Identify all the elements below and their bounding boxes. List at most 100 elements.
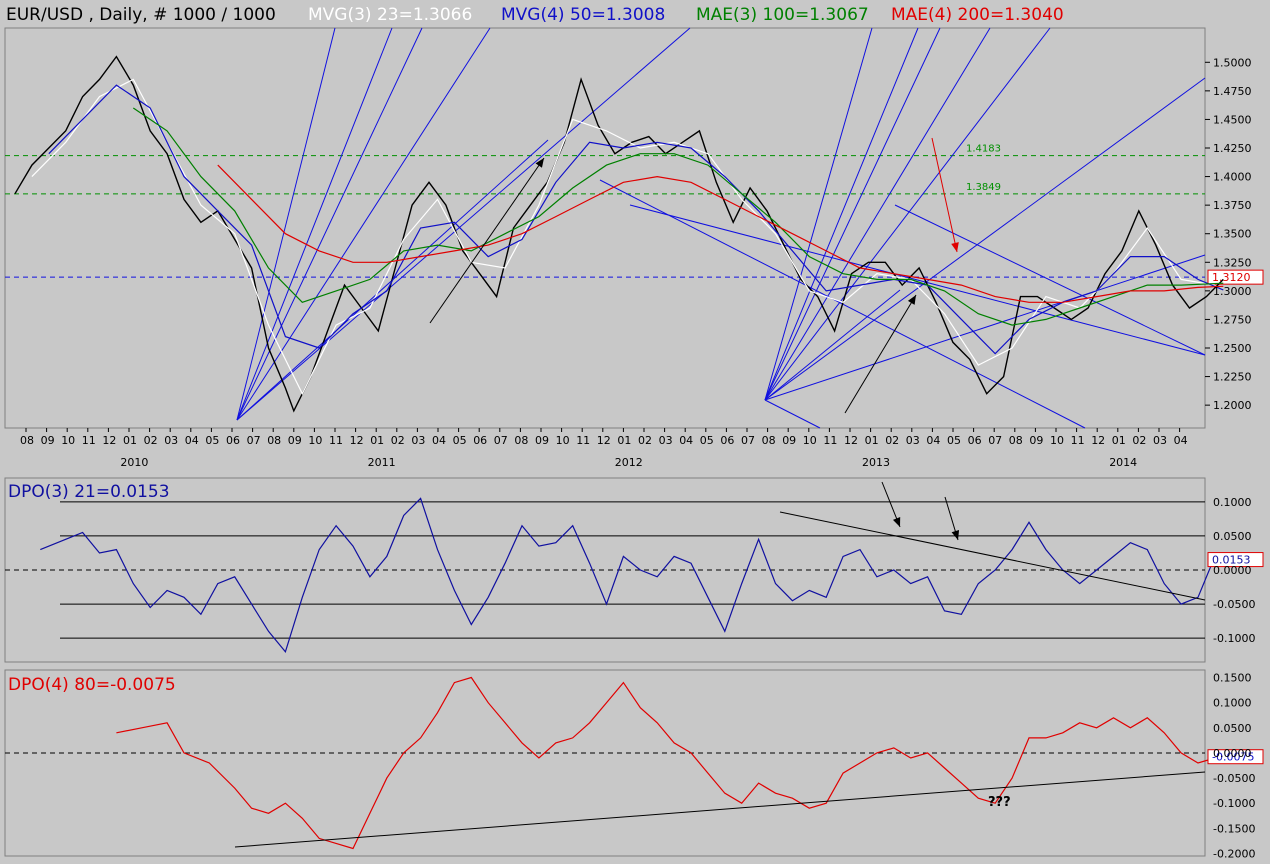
x-tick-label: 05 [205,434,219,447]
x-tick-label: 05 [453,434,467,447]
fan-line [894,204,1206,356]
x-tick-label: 01 [617,434,631,447]
x-tick-label: 07 [494,434,508,447]
arrow-line [931,137,958,253]
fan-line [236,27,691,421]
dpo3-title: DPO(3) 21=0.0153 [8,482,170,502]
series-line [217,164,1224,303]
y-tick-label: -0.1000 [1213,632,1255,645]
y-tick-label: -0.0500 [1213,772,1255,785]
arrow-line [429,157,545,324]
fan-line [236,27,491,421]
trend-arrows [429,137,959,414]
y-tick-label: 1.3500 [1213,228,1252,241]
level-label: 1.3849 [966,182,1001,193]
x-tick-label: 11 [329,434,343,447]
y-tick-label: 1.2750 [1213,313,1252,326]
title-part: EUR/USD , Daily, # 1000 / 1000 [6,5,276,25]
level-label: 1.4183 [966,144,1001,155]
price-panel [4,27,1206,429]
x-tick-label: 05 [700,434,714,447]
support-line [234,771,1206,848]
y-tick-label: 1.3750 [1213,199,1252,212]
series-line [132,107,1224,326]
x-tick-label: 10 [308,434,322,447]
current-value-badge [1207,749,1264,765]
arrow-head [907,295,916,305]
fan-line [764,27,941,401]
fan-line [764,289,901,401]
x-tick-label: 08 [514,434,528,447]
x-tick-label: 08 [20,434,34,447]
title-part: MAE(4) 200=1.3040 [891,5,1064,25]
fan-line [764,27,991,401]
x-tick-label: 04 [926,434,940,447]
x-tick-label: 08 [267,434,281,447]
series-line [31,78,1215,396]
x-tick-label: 08 [1009,434,1023,447]
x-tick-label: 12 [844,434,858,447]
x-tick-label: 07 [247,434,261,447]
x-tick-label: 04 [679,434,693,447]
title-part: MVG(3) 23=1.3066 [308,5,472,25]
x-tick-label: 12 [1091,434,1105,447]
x-tick-label: 07 [741,434,755,447]
year-label: 2014 [1109,456,1137,469]
arrow-head [892,517,901,527]
fan-line [764,254,1206,401]
y-tick-label: 1.4500 [1213,113,1252,126]
x-tick-label: 09 [535,434,549,447]
x-tick-label: 03 [659,434,673,447]
current-value-label: -0.0075 [1212,751,1254,764]
fan-line [764,27,919,401]
fan-line [236,27,336,421]
x-tick-label: 09 [41,434,55,447]
y-tick-label: 1.5000 [1213,56,1252,69]
x-tick-label: 03 [411,434,425,447]
y-tick-label: 0.0000 [1213,564,1252,577]
x-tick-label: 09 [782,434,796,447]
y-tick-label: 1.4250 [1213,142,1252,155]
year-label: 2010 [120,456,148,469]
y-tick-label: 0.1000 [1213,697,1252,710]
x-tick-label: 10 [1050,434,1064,447]
year-label: 2013 [862,456,890,469]
y-tick-label: 0.0500 [1213,530,1252,543]
y-tick-label: 1.2500 [1213,342,1252,355]
x-tick-label: 08 [762,434,776,447]
current-value-badge [1207,552,1264,568]
dpo4-panel [4,669,1206,857]
x-tick-label: 03 [164,434,178,447]
x-tick-label: 10 [61,434,75,447]
y-tick-label: 0.0000 [1213,747,1252,760]
x-tick-label: 01 [1112,434,1126,447]
x-tick-label: 04 [1174,434,1188,447]
y-tick-label: 1.4750 [1213,85,1252,98]
fan-line [764,27,873,401]
x-tick-label: 11 [1071,434,1085,447]
title-part: MVG(4) 50=1.3008 [501,5,665,25]
y-tick-label: -0.0500 [1213,598,1255,611]
gann-fan-lines [236,27,1206,429]
x-tick-label: 06 [968,434,982,447]
x-tick-label: 05 [947,434,961,447]
resistance-line [779,511,1206,601]
y-tick-label: 1.2250 [1213,371,1252,384]
x-tick-label: 02 [391,434,405,447]
x-tick-label: 11 [576,434,590,447]
x-tick-label: 11 [823,434,837,447]
x-tick-label: 12 [102,434,116,447]
y-tick-label: 1.4000 [1213,171,1252,184]
x-tick-label: 11 [82,434,96,447]
series-line [48,84,1224,355]
x-tick-label: 09 [1029,434,1043,447]
x-tick-label: 12 [597,434,611,447]
fan-line [236,27,423,421]
y-tick-label: 0.1000 [1213,496,1252,509]
x-tick-label: 10 [556,434,570,447]
x-tick-label: 09 [288,434,302,447]
y-tick-label: -0.1000 [1213,797,1255,810]
fan-line [764,77,1206,401]
x-tick-label: 02 [144,434,158,447]
x-tick-label: 06 [720,434,734,447]
